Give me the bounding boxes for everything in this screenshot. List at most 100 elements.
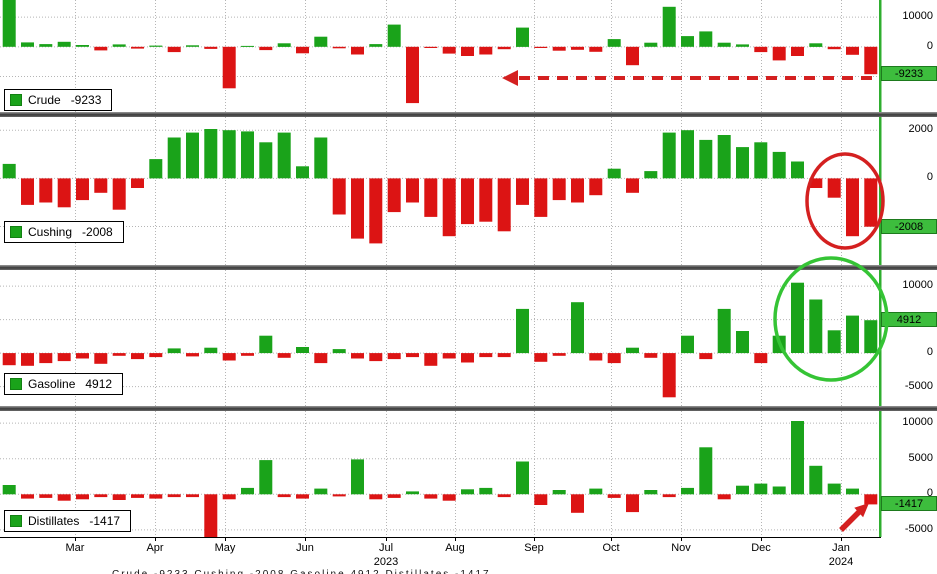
bar-negative [534,494,548,505]
bar-positive [809,465,823,495]
bar-negative [222,494,236,500]
bar-positive [754,483,768,495]
y-tick-label: -5000 [904,522,933,535]
bar-negative [479,178,493,222]
bar-positive [571,302,584,354]
y-axis-spine [879,270,882,406]
bar-positive [736,485,749,495]
x-axis-month-label: Jul [378,542,394,554]
bar-positive [351,459,364,495]
bar-positive [662,6,676,47]
bar-negative [112,494,126,500]
bar-negative [149,494,163,499]
last-value-box-cushing: -2008 [881,218,937,234]
bar-negative [571,494,584,513]
bar-positive [717,42,731,47]
bar-negative [497,178,511,232]
bar-positive [167,348,181,354]
bar-negative [21,494,34,499]
bar-positive [827,330,841,354]
bar-negative [662,494,676,498]
bar-negative [772,46,786,61]
bar-positive [241,487,254,495]
bar-negative [552,178,566,201]
bar-negative [131,178,144,188]
x-axis-month-label: Sep [524,542,544,554]
legend-value: -1417 [89,514,121,528]
bar-positive [809,43,823,47]
bar-positive [736,147,749,179]
bar-positive [681,36,694,47]
x-axis-month-label: Jun [296,542,314,554]
bar-negative [387,494,401,498]
bar-negative [442,353,456,359]
legend-swatch-icon [10,94,22,106]
bar-negative [314,353,328,364]
legend-label: Crude [28,93,61,107]
bar-negative [167,494,181,498]
legend-label: Gasoline [28,377,76,391]
bar-negative [296,494,309,499]
x-axis-tick [225,537,226,541]
bar-negative [461,353,474,363]
bar-positive [2,163,16,179]
bar-negative [534,46,548,48]
bar-negative [864,178,878,227]
bar-positive [332,349,346,354]
bar-negative [277,353,291,358]
bar-negative [204,494,218,537]
bar-positive [167,137,181,179]
bar-negative [864,494,878,505]
bar-positive [607,39,621,47]
bar-positive [864,320,878,354]
x-axis-month-label: Oct [602,542,620,554]
bar-positive [222,130,236,179]
bar-negative [351,46,364,55]
bar-negative [479,353,493,358]
bar-negative [626,494,639,513]
bar-positive [204,129,218,179]
bar-negative [332,494,346,497]
bar-negative [112,178,126,210]
bar-negative [552,353,566,356]
bar-negative [57,178,71,208]
bar-negative [369,353,383,362]
bar-positive [717,135,731,179]
x-axis-month-label: Nov [671,542,691,554]
bar-negative [21,178,34,205]
bar-positive [772,335,786,354]
bar-positive [314,36,328,47]
bar-negative [406,46,419,104]
bar-positive [681,130,694,179]
x-axis-tick [611,537,612,541]
bar-negative [589,353,603,361]
bar-negative [332,178,346,215]
x-axis-tick [155,537,156,541]
bar-positive [736,44,749,47]
bar-negative [39,353,53,364]
bar-positive [809,299,823,354]
x-axis-month-label: Apr [146,542,164,554]
bar-positive [149,45,163,47]
panel-gasoline [0,270,882,406]
panel-divider [0,265,937,270]
y-axis-spine [879,117,882,265]
bar-negative [424,178,438,217]
bar-negative [94,494,108,498]
bar-negative [94,353,108,364]
y-tick-label: 0 [926,39,933,52]
bar-positive [241,131,254,179]
x-axis-year-label: 2023 [373,556,399,568]
bar-positive [314,137,328,179]
bar-negative [241,353,254,356]
bar-negative [131,353,144,360]
bar-negative [222,46,236,89]
x-axis-month-label: May [214,542,236,554]
bar-negative [259,46,273,51]
bar-negative [39,178,53,203]
bar-positive [607,168,621,179]
bar-negative [497,353,511,358]
bar-positive [644,171,658,179]
x-axis-tick [841,537,842,541]
